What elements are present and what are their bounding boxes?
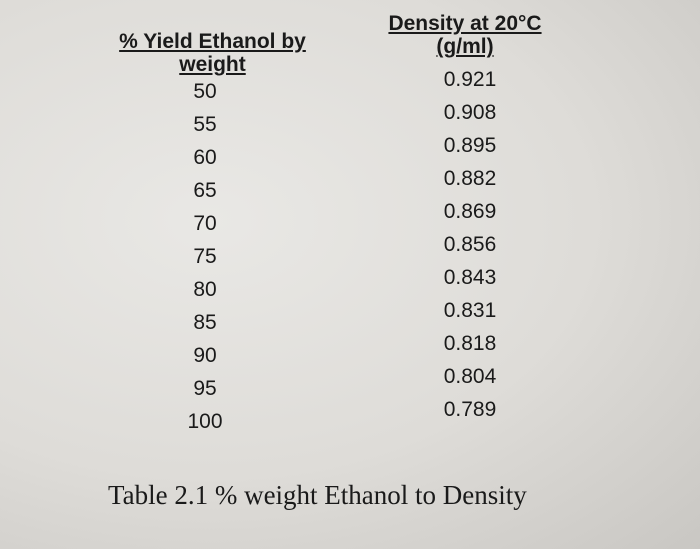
yield-cell: 55 xyxy=(193,113,217,136)
yield-cell: 80 xyxy=(193,278,217,301)
yield-column: 50 55 60 65 70 75 80 85 90 95 100 xyxy=(160,75,250,438)
column-header-density: Density at 20°C (g/ml) xyxy=(388,12,542,58)
density-cell: 0.908 xyxy=(443,101,497,124)
column-header-yield: % Yield Ethanol by weight xyxy=(119,30,306,76)
yield-cell: 75 xyxy=(193,245,217,268)
yield-cell: 60 xyxy=(193,146,217,169)
density-cell: 0.818 xyxy=(443,332,497,355)
density-column: 0.921 0.908 0.895 0.882 0.869 0.856 0.843 0.831… xyxy=(420,63,520,426)
density-cell: 0.831 xyxy=(443,299,497,322)
yield-cell: 100 xyxy=(187,410,223,433)
yield-cell: 95 xyxy=(193,377,217,400)
density-cell: 0.869 xyxy=(443,200,497,223)
yield-cell: 90 xyxy=(193,344,217,367)
yield-cell: 50 xyxy=(193,80,217,103)
density-cell: 0.882 xyxy=(443,167,497,190)
density-cell: 0.921 xyxy=(443,68,497,91)
density-cell: 0.856 xyxy=(443,233,497,256)
density-cell: 0.789 xyxy=(443,398,497,421)
density-cell: 0.804 xyxy=(443,365,497,388)
density-cell: 0.843 xyxy=(443,266,497,289)
yield-cell: 70 xyxy=(193,212,217,235)
density-cell: 0.895 xyxy=(443,134,497,157)
yield-cell: 65 xyxy=(193,179,217,202)
yield-cell: 85 xyxy=(193,311,217,334)
table-caption: Table 2.1 % weight Ethanol to Density xyxy=(108,480,527,510)
